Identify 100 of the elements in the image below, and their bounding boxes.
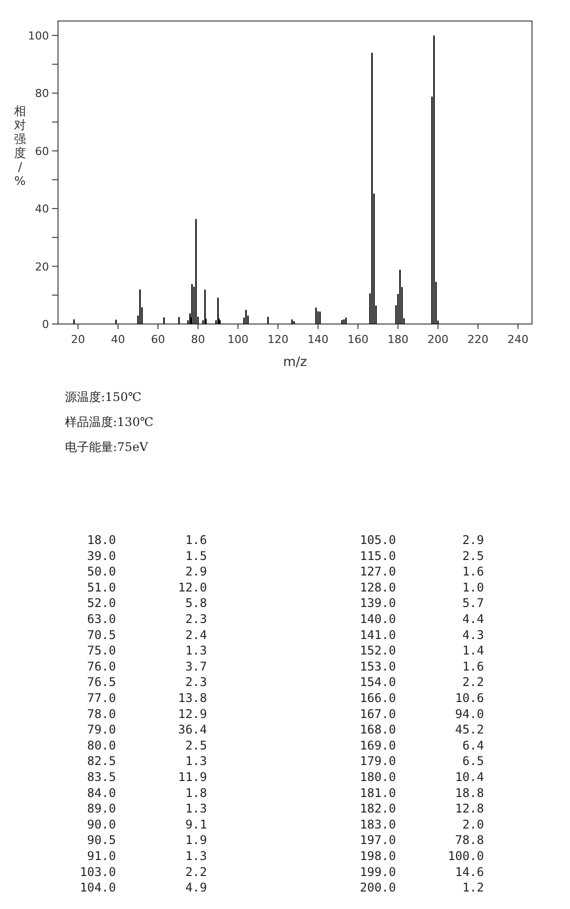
text: 14.6 (455, 864, 484, 879)
text: 199.0 (360, 864, 396, 879)
text: 80.0 (87, 738, 116, 752)
text: 源温度:150℃ (65, 390, 142, 404)
text: 1.0 (462, 580, 484, 594)
text: 10.6 (455, 691, 484, 705)
y-tick-label: 60 (35, 144, 49, 158)
text: 75.0 (87, 644, 116, 658)
text: 9.1 (185, 817, 207, 832)
text: 39.0 (87, 548, 116, 563)
text: 179.0 (360, 754, 396, 768)
text: 2.5 (185, 738, 207, 752)
text: 36.4 (178, 722, 207, 737)
text: 76.5 (87, 675, 116, 690)
text: 140.0 (360, 612, 396, 626)
text: 90.5 (87, 833, 116, 848)
text: 181.0 (360, 786, 396, 800)
text: 1.3 (185, 644, 207, 658)
text: 63.0 (87, 612, 116, 626)
x-tick-label: 60 (151, 333, 165, 346)
text: 78.8 (455, 833, 484, 848)
text: 4.4 (462, 612, 484, 626)
text: 1.6 (462, 564, 484, 579)
text: 2.9 (185, 564, 207, 579)
text: 76.0 (87, 659, 116, 674)
text: 2.2 (185, 864, 207, 879)
text: 1.4 (462, 644, 484, 658)
text: 12.8 (455, 802, 484, 816)
x-tick-label: 80 (191, 333, 205, 346)
text: 11.9 (178, 770, 207, 784)
text: 52.0 (87, 596, 116, 610)
text: 115.0 (360, 548, 396, 563)
text: 2.2 (462, 675, 484, 690)
text: 1.9 (185, 833, 207, 848)
x-tick-label: 220 (468, 333, 488, 346)
text: 105.0 (360, 533, 396, 547)
text: 2.0 (462, 817, 484, 832)
text: 2.5 (462, 548, 484, 563)
y-axis-title: 相对强度/% (14, 104, 26, 188)
text: 167.0 (360, 706, 396, 721)
text: 90.0 (87, 817, 116, 832)
text: 5.8 (185, 596, 207, 610)
x-tick-label: 180 (388, 333, 408, 346)
text: 141.0 (360, 628, 396, 642)
text: 4.9 (185, 880, 207, 895)
text: 51.0 (87, 580, 116, 594)
text: 84.0 (87, 786, 116, 800)
text: 1.2 (462, 880, 484, 895)
text: 197.0 (360, 833, 396, 848)
text: 103.0 (80, 864, 116, 879)
text: 104.0 (80, 880, 116, 895)
text: 电子能量:75eV (65, 440, 148, 454)
y-tick-label: 20 (35, 260, 49, 274)
text: 152.0 (360, 644, 396, 658)
x-tick-label: 40 (111, 333, 125, 346)
text: 1.3 (185, 754, 207, 768)
text: 78.0 (87, 706, 116, 721)
text: 153.0 (360, 659, 396, 674)
text: 1.8 (185, 786, 207, 800)
text: 1.3 (185, 802, 207, 816)
text: 168.0 (360, 722, 396, 737)
text: 82.5 (87, 754, 116, 768)
text: 10.4 (455, 770, 484, 784)
x-tick-label: 160 (348, 333, 368, 346)
text: 12.9 (178, 706, 207, 721)
text: 70.5 (87, 628, 116, 642)
text: 13.8 (178, 691, 207, 705)
text: 2.9 (462, 533, 484, 547)
text: 2.3 (185, 612, 207, 626)
text: 183.0 (360, 817, 396, 832)
text: 18.8 (455, 786, 484, 800)
text: 166.0 (360, 691, 396, 705)
y-tick-label: 100 (28, 29, 49, 42)
text: 91.0 (87, 849, 116, 863)
text: 83.5 (87, 770, 116, 784)
x-tick-label: 240 (508, 333, 528, 346)
text: 1.6 (185, 533, 207, 547)
text: 45.2 (455, 722, 484, 737)
text: 2.3 (185, 675, 207, 690)
text: 127.0 (360, 564, 396, 579)
text: 6.4 (462, 738, 484, 752)
text: 样品温度:130℃ (65, 415, 154, 429)
text: 5.7 (462, 596, 484, 610)
text: 89.0 (87, 802, 116, 816)
text: 139.0 (360, 596, 396, 610)
text: 77.0 (87, 691, 116, 705)
x-tick-label: 140 (308, 333, 328, 346)
text: 79.0 (87, 722, 116, 737)
x-tick-label: 100 (228, 333, 248, 346)
text: 182.0 (360, 802, 396, 816)
y-tick-label: 0 (42, 318, 49, 331)
text: 2.4 (185, 628, 207, 642)
text: 128.0 (360, 580, 396, 594)
text: 1.5 (185, 548, 207, 563)
text: 4.3 (462, 628, 484, 642)
text: 94.0 (455, 706, 484, 721)
text: 198.0 (360, 849, 396, 863)
text: 1.3 (185, 849, 207, 863)
y-tick-label: 80 (35, 87, 49, 100)
x-tick-label: 120 (268, 333, 288, 346)
